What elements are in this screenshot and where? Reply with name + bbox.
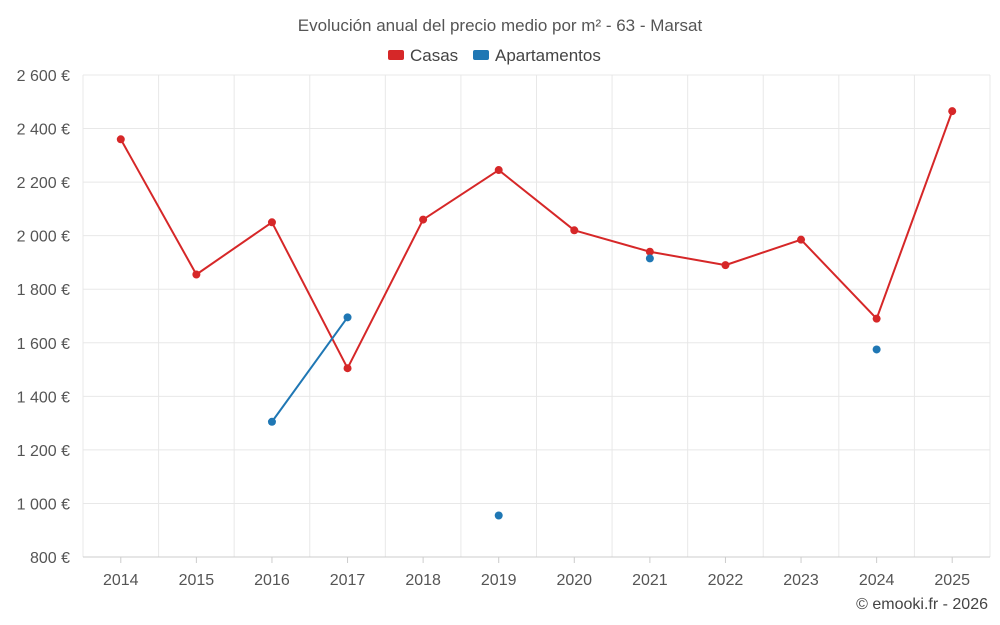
x-tick-label: 2016 <box>254 572 290 589</box>
x-tick-label: 2023 <box>783 572 819 589</box>
chart-title: Evolución anual del precio medio por m² … <box>298 16 703 35</box>
y-tick-label: 2 600 € <box>17 68 70 85</box>
y-tick-label: 1 800 € <box>17 282 70 299</box>
data-point-casas[interactable] <box>267 218 276 227</box>
x-tick-label: 2019 <box>481 572 517 589</box>
y-tick-label: 1 000 € <box>17 496 70 513</box>
data-point-casas[interactable] <box>645 247 654 256</box>
x-tick-label: 2021 <box>632 572 668 589</box>
data-point-casas[interactable] <box>419 215 428 224</box>
series-segment-casas <box>800 238 878 320</box>
y-tick-label: 1 200 € <box>17 443 70 460</box>
y-axis: 800 € 1 000 € 1 200 € 1 400 € 1 600 € 1 800 €… <box>17 68 70 567</box>
data-point-apartamentos[interactable] <box>343 313 352 322</box>
data-point-casas[interactable] <box>343 364 352 373</box>
series-segment-casas <box>119 138 198 276</box>
legend-item-casas[interactable]: Casas <box>388 46 458 65</box>
x-tick-label: 2020 <box>556 572 592 589</box>
x-tick-label: 2025 <box>934 572 970 589</box>
x-tick-label: 2014 <box>103 572 139 589</box>
series-segment-casas <box>875 110 954 320</box>
legend-swatch-casas <box>388 50 404 60</box>
series-segment-casas <box>648 250 727 267</box>
y-tick-label: 800 € <box>30 550 70 567</box>
data-point-casas[interactable] <box>192 270 201 279</box>
x-axis: 2014 2015 2016 2017 2018 2019 2020 2021 2022 2023… <box>83 556 990 589</box>
x-tick-label: 2015 <box>179 572 215 589</box>
series-apartamentos <box>267 254 881 520</box>
data-point-apartamentos[interactable] <box>494 511 503 520</box>
y-tick-label: 2 200 € <box>17 175 70 192</box>
series-segment-apartamentos <box>270 316 349 423</box>
legend-label-casas: Casas <box>410 46 458 65</box>
data-point-casas[interactable] <box>721 261 730 270</box>
series-casas <box>116 107 957 373</box>
legend-swatch-apartamentos <box>473 50 489 60</box>
x-tick-label: 2017 <box>330 572 366 589</box>
legend-item-apartamentos[interactable]: Apartamentos <box>473 46 601 65</box>
series-segment-casas <box>497 169 576 232</box>
x-tick-label: 2022 <box>708 572 744 589</box>
x-tick-label: 2024 <box>859 572 895 589</box>
data-point-casas[interactable] <box>872 314 881 323</box>
series-segment-casas <box>573 229 651 253</box>
y-tick-label: 1 600 € <box>17 336 70 353</box>
legend-label-apartamentos: Apartamentos <box>495 46 601 65</box>
series <box>116 107 957 520</box>
series-segment-casas <box>346 218 425 370</box>
data-point-casas[interactable] <box>494 166 503 175</box>
series-segment-casas <box>195 221 273 276</box>
credit-text: © emooki.fr - 2026 <box>856 596 988 613</box>
grid <box>82 74 991 558</box>
data-point-casas[interactable] <box>948 107 957 116</box>
data-point-apartamentos[interactable] <box>645 254 654 263</box>
y-tick-label: 2 400 € <box>17 122 70 139</box>
series-segment-casas <box>270 221 349 370</box>
data-point-apartamentos[interactable] <box>872 345 881 354</box>
series-segment-casas <box>422 169 500 221</box>
data-point-apartamentos[interactable] <box>267 417 276 426</box>
data-point-casas[interactable] <box>797 235 806 244</box>
y-tick-label: 2 000 € <box>17 229 70 246</box>
data-point-casas[interactable] <box>570 226 579 235</box>
legend: Casas Apartamentos <box>388 46 601 65</box>
x-tick-label: 2018 <box>405 572 441 589</box>
series-segment-casas <box>724 238 803 267</box>
y-tick-label: 1 400 € <box>17 389 70 406</box>
data-point-casas[interactable] <box>116 135 125 144</box>
